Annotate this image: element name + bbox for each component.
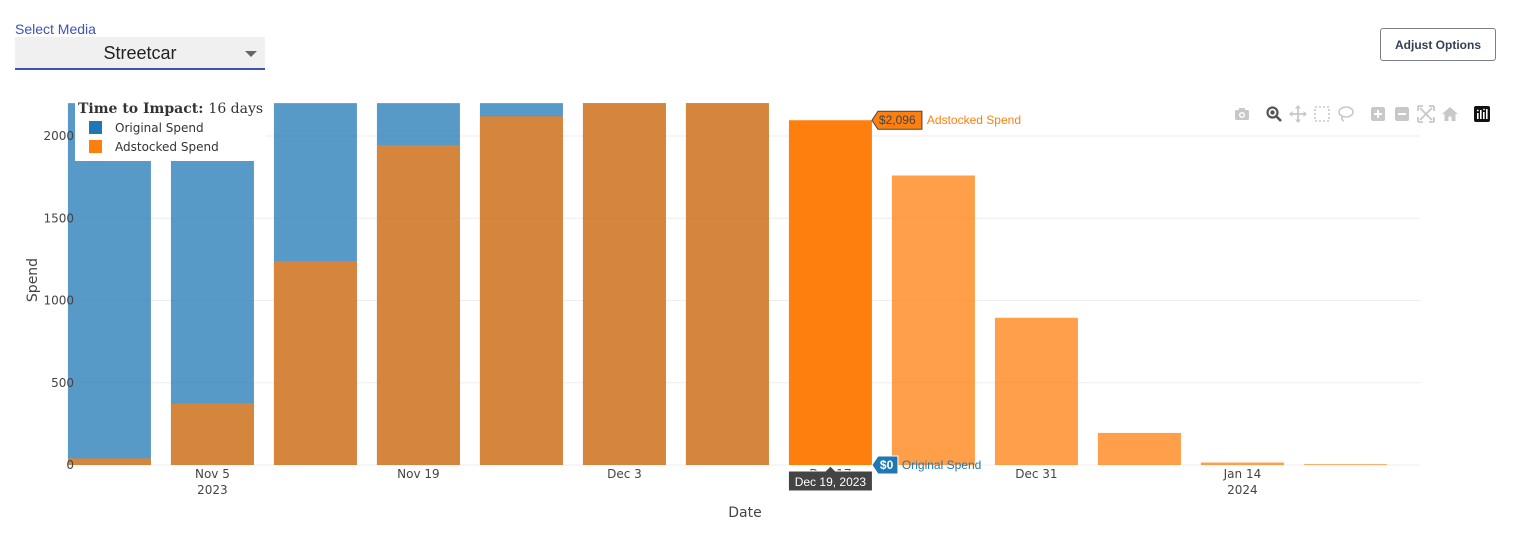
y-tick-label: 0 <box>66 458 74 472</box>
x-tick-label: Jan 14 <box>1223 467 1262 481</box>
hover-adstocked: $2,096 Adstocked Spend <box>871 110 1021 130</box>
y-tick-label: 500 <box>51 376 74 390</box>
x-tick-label: Nov 5 <box>195 467 230 481</box>
x-tick-year: 2023 <box>197 483 228 497</box>
x-axis-title: Date <box>728 505 761 521</box>
hover-tooltips: $2,096 Adstocked Spend $0 Original Spend… <box>787 110 1021 492</box>
hover-adstocked-name: Adstocked Spend <box>927 113 1021 127</box>
reset-axes-icon[interactable] <box>1440 104 1460 124</box>
media-dropdown-value: Streetcar <box>103 43 177 63</box>
legend-adstocked-spend[interactable]: Adstocked Spend <box>115 140 219 154</box>
hover-x-box <box>787 465 873 492</box>
legend: Time to Impact: 16 days Original Spend Ad… <box>75 96 266 161</box>
bar-adstocked-spend[interactable] <box>1200 462 1284 465</box>
camera-icon[interactable] <box>1232 104 1252 124</box>
x-tick-year: 2024 <box>1227 483 1258 497</box>
box-select-icon[interactable] <box>1312 104 1332 124</box>
lasso-icon[interactable] <box>1336 104 1356 124</box>
hover-original-value: $0 <box>880 458 894 472</box>
plotly-logo-icon[interactable] <box>1472 104 1492 124</box>
hover-x: Dec 19, 2023 <box>787 465 873 492</box>
zoom-in-icon[interactable] <box>1368 104 1388 124</box>
hover-original-box <box>871 455 899 475</box>
select-media-label: Select Media <box>15 21 96 37</box>
hover-x-label: Dec 19, 2023 <box>795 475 867 489</box>
bar-original-spend[interactable] <box>67 103 151 465</box>
bar-adstocked-spend[interactable] <box>685 103 769 465</box>
bar-adstocked-spend[interactable] <box>891 175 975 465</box>
hover-adstocked-value: $2,096 <box>879 113 916 127</box>
bar-adstocked-spend[interactable] <box>1303 464 1387 465</box>
bar-adstocked-spend[interactable] <box>170 403 254 465</box>
bar-adstocked-spend[interactable] <box>582 103 666 465</box>
zoom-out-icon[interactable] <box>1392 104 1412 124</box>
x-tick-label: Dec 31 <box>1015 467 1057 481</box>
bar-adstocked-spend[interactable] <box>479 116 563 465</box>
adjust-options-button[interactable]: Adjust Options <box>1380 28 1496 61</box>
legend-original-spend[interactable]: Original Spend <box>115 121 204 135</box>
x-tick-label: Nov 19 <box>397 467 440 481</box>
bar-adstocked-spend[interactable] <box>788 120 872 466</box>
y-axis-title: Spend <box>25 258 41 302</box>
y-tick-label: 1000 <box>43 294 74 308</box>
legend-background <box>75 96 266 161</box>
bar-adstocked-spend[interactable] <box>1097 432 1181 465</box>
time-to-impact-value: 16 days <box>208 101 263 117</box>
hover-original: $0 Original Spend <box>871 455 981 475</box>
bar-adstocked-spend[interactable] <box>67 458 151 465</box>
hover-original-name: Original Spend <box>902 458 981 472</box>
x-tick-label: Dec 3 <box>607 467 642 481</box>
chevron-down-icon <box>245 51 257 57</box>
legend-swatch-adstocked[interactable] <box>89 140 102 153</box>
bar-adstocked-spend[interactable] <box>376 145 460 465</box>
time-to-impact-label: Time to Impact: <box>78 101 203 117</box>
autoscale-icon[interactable] <box>1416 104 1436 124</box>
legend-swatch-original[interactable] <box>89 121 102 134</box>
time-to-impact-annotation: Time to Impact: 16 days <box>78 101 263 117</box>
bar-adstocked-spend[interactable] <box>994 317 1078 465</box>
pan-icon[interactable] <box>1288 104 1308 124</box>
hover-adstocked-box <box>871 110 923 130</box>
zoom-icon[interactable] <box>1264 104 1284 124</box>
bar-adstocked-spend[interactable] <box>273 261 357 465</box>
media-dropdown[interactable]: Streetcar <box>15 37 265 70</box>
y-tick-label: 1500 <box>43 211 74 225</box>
y-tick-label: 2000 <box>43 129 74 143</box>
